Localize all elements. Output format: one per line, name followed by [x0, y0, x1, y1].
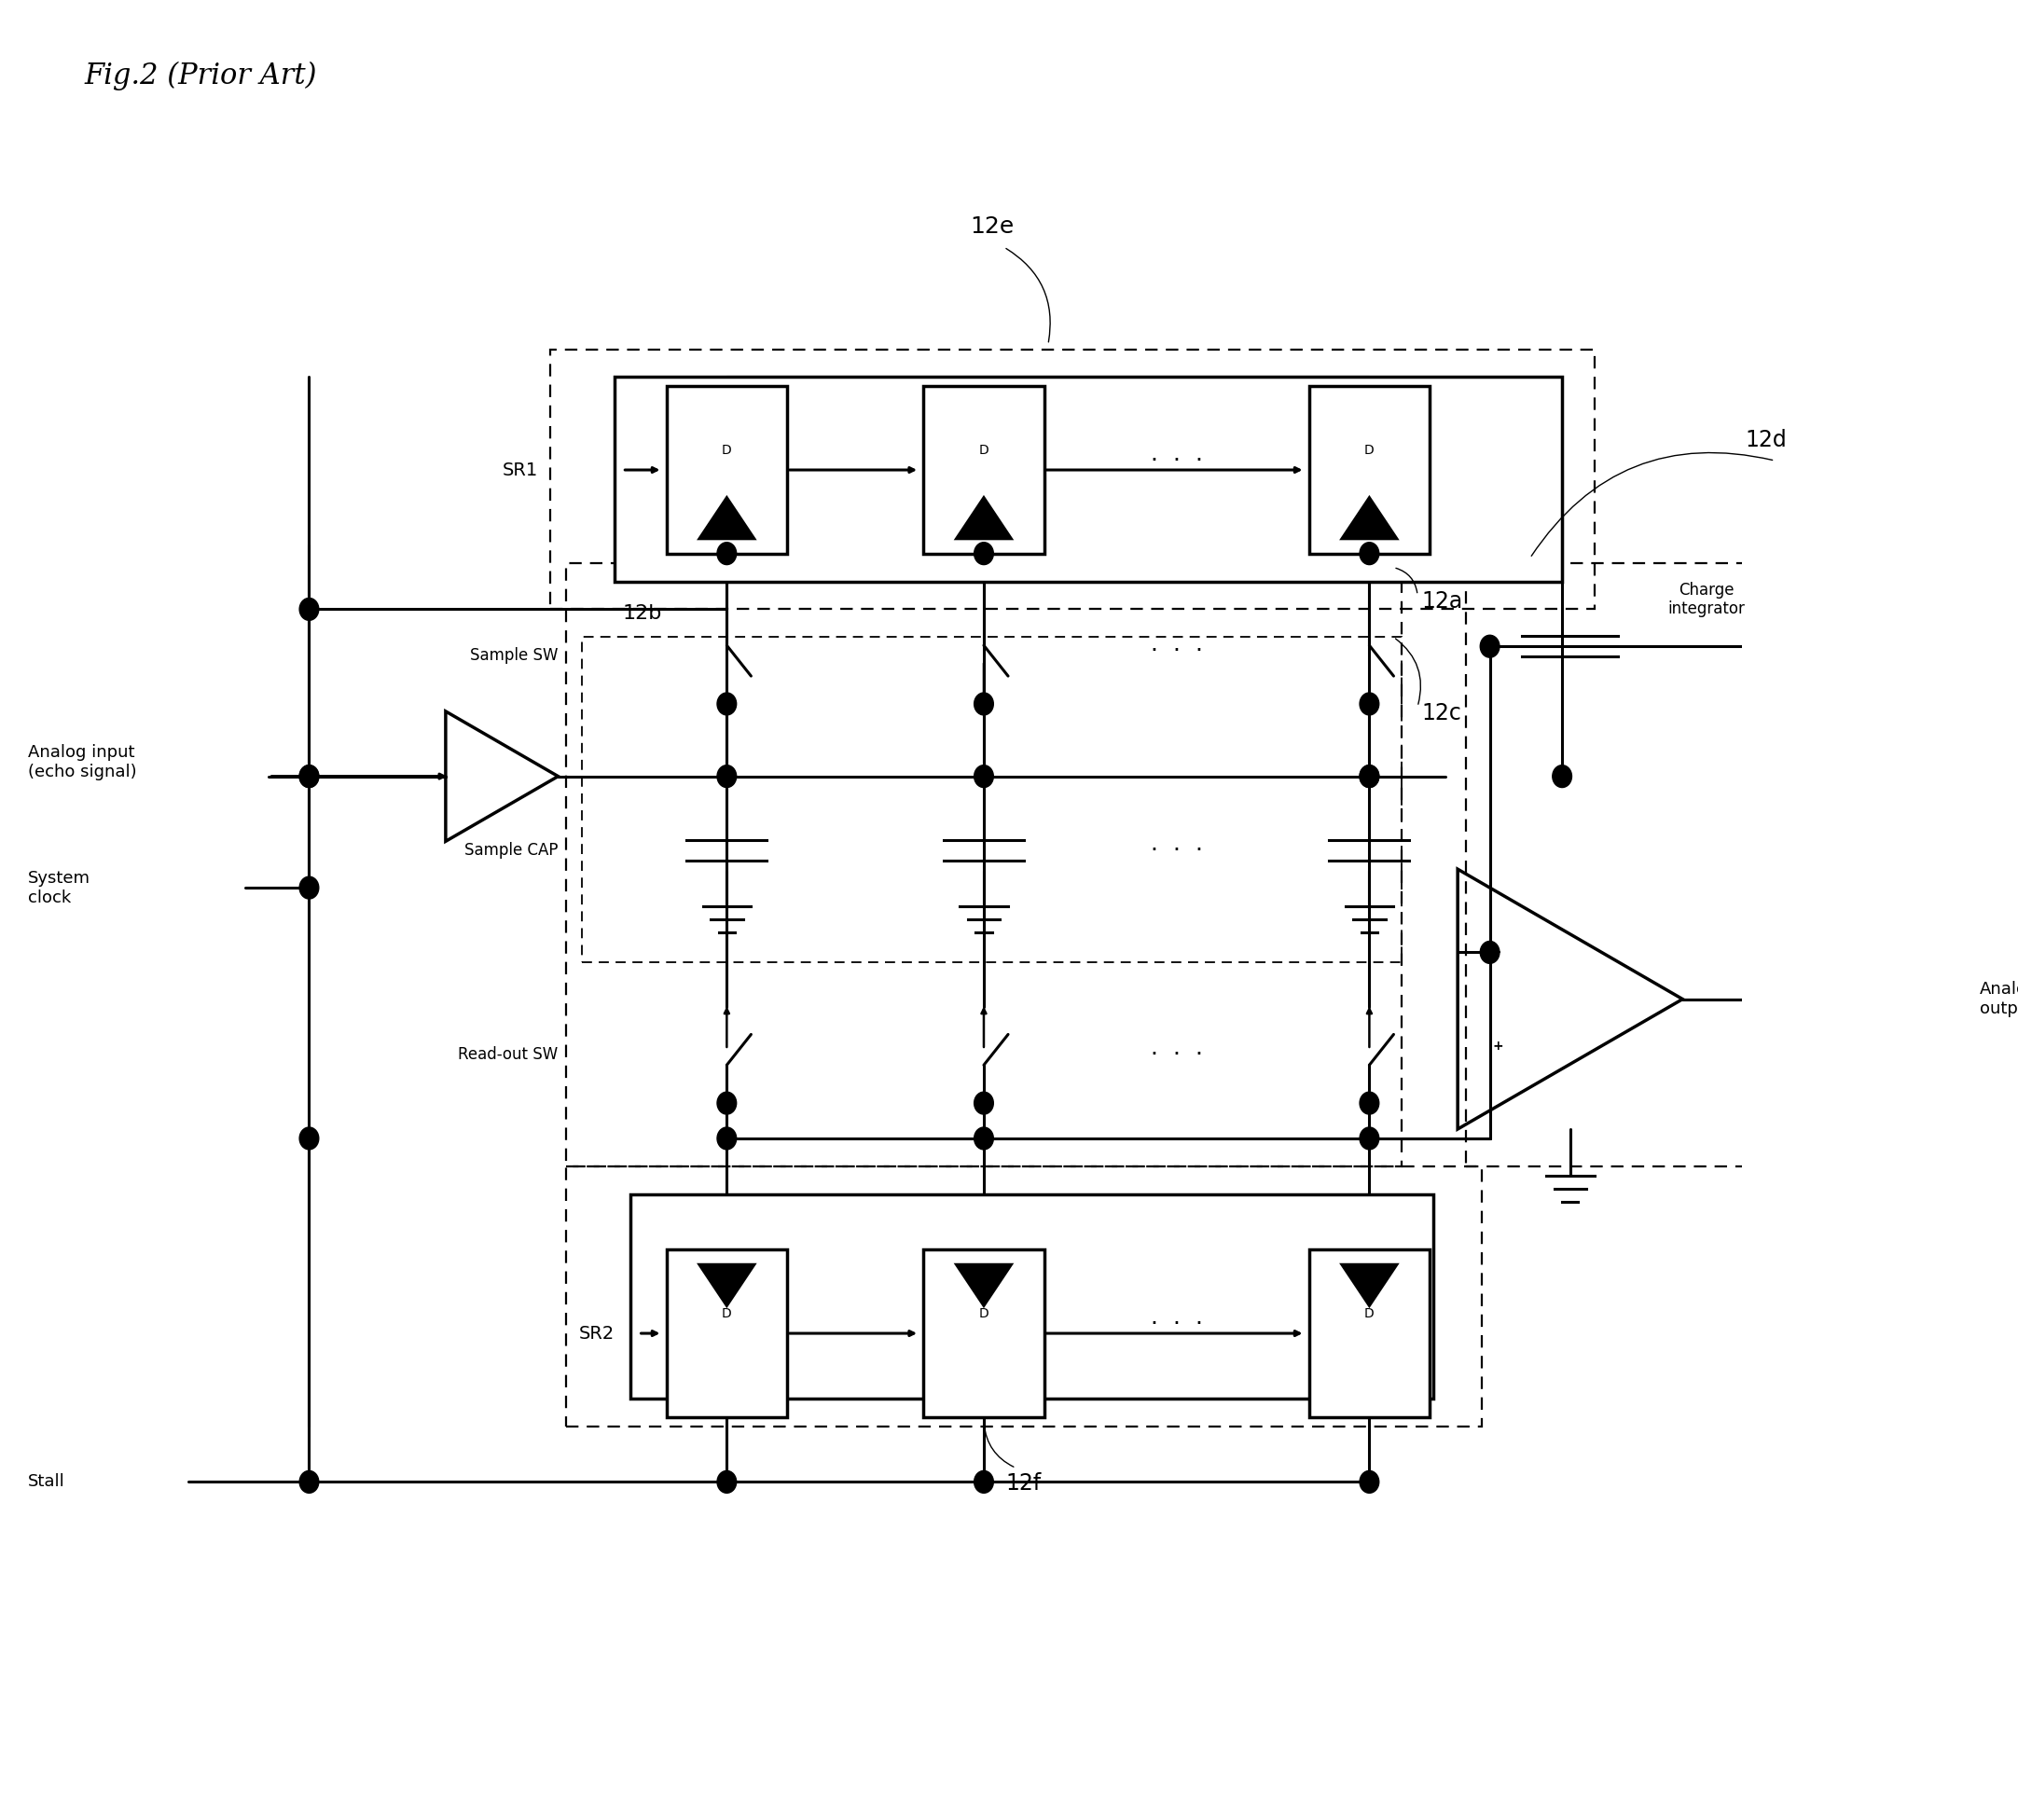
- Circle shape: [716, 693, 737, 715]
- Bar: [1310, 1250, 1429, 1418]
- Text: SR1: SR1: [502, 460, 539, 479]
- Text: 12b: 12b: [622, 604, 662, 622]
- Text: D: D: [1364, 1307, 1374, 1320]
- Circle shape: [299, 764, 319, 788]
- Circle shape: [299, 877, 319, 899]
- Circle shape: [716, 1127, 737, 1150]
- Text: SR2: SR2: [579, 1325, 613, 1341]
- Text: Charge
integrator: Charge integrator: [1669, 581, 1746, 617]
- Circle shape: [1360, 1471, 1378, 1492]
- Text: 12e: 12e: [971, 215, 1013, 238]
- Circle shape: [1479, 941, 1499, 963]
- Circle shape: [1360, 693, 1378, 715]
- Text: -: -: [1495, 946, 1501, 959]
- Bar: [567, 1167, 1481, 1427]
- Text: D: D: [979, 1307, 989, 1320]
- Text: 12a: 12a: [1421, 592, 1463, 613]
- Polygon shape: [955, 1263, 1013, 1309]
- Text: Stall: Stall: [28, 1474, 65, 1491]
- Text: Analog input
(echo signal): Analog input (echo signal): [28, 744, 137, 781]
- Text: Fig.2 (Prior Art): Fig.2 (Prior Art): [85, 62, 317, 91]
- Bar: [613, 377, 1562, 581]
- Circle shape: [1360, 764, 1378, 788]
- Circle shape: [1360, 764, 1378, 788]
- Circle shape: [1360, 1092, 1378, 1114]
- Bar: [551, 349, 1594, 610]
- Text: D: D: [722, 444, 733, 457]
- Bar: [666, 1250, 787, 1418]
- Bar: [1465, 562, 1947, 1167]
- Bar: [924, 1250, 1043, 1418]
- Text: +: +: [1493, 1039, 1503, 1052]
- Polygon shape: [696, 495, 757, 541]
- Circle shape: [975, 693, 993, 715]
- Text: 12c: 12c: [1421, 703, 1461, 724]
- Circle shape: [975, 1092, 993, 1114]
- Circle shape: [299, 599, 319, 621]
- Text: ·  ·  ·: · · ·: [1150, 1312, 1203, 1336]
- Bar: [567, 562, 1400, 1167]
- Circle shape: [975, 1127, 993, 1150]
- Polygon shape: [1340, 1263, 1398, 1309]
- Circle shape: [975, 764, 993, 788]
- Circle shape: [1360, 542, 1378, 564]
- Circle shape: [975, 1471, 993, 1492]
- Bar: [924, 386, 1043, 553]
- Polygon shape: [696, 1263, 757, 1309]
- Circle shape: [299, 764, 319, 788]
- Text: ·  ·  ·: · · ·: [1150, 1043, 1203, 1067]
- Circle shape: [975, 542, 993, 564]
- Text: Sample SW: Sample SW: [470, 648, 559, 664]
- Text: Read-out SW: Read-out SW: [458, 1046, 559, 1063]
- Text: System
clock: System clock: [28, 870, 91, 906]
- Circle shape: [299, 1471, 319, 1492]
- Circle shape: [1552, 764, 1572, 788]
- Bar: [666, 386, 787, 553]
- Circle shape: [299, 1127, 319, 1150]
- Text: Sample CAP: Sample CAP: [464, 843, 559, 859]
- Text: ·  ·  ·: · · ·: [1150, 641, 1203, 662]
- Polygon shape: [955, 495, 1013, 541]
- Bar: [583, 637, 1400, 963]
- Polygon shape: [1340, 495, 1398, 541]
- Text: 12d: 12d: [1746, 430, 1788, 451]
- Text: Analog
output: Analog output: [1980, 981, 2018, 1017]
- Circle shape: [1360, 1127, 1378, 1150]
- Text: D: D: [722, 1307, 733, 1320]
- Circle shape: [716, 764, 737, 788]
- Text: ·  ·  ·: · · ·: [1150, 450, 1203, 471]
- Circle shape: [1479, 635, 1499, 657]
- Circle shape: [716, 1092, 737, 1114]
- Bar: [630, 1194, 1433, 1398]
- Circle shape: [716, 1471, 737, 1492]
- Text: D: D: [1364, 444, 1374, 457]
- Text: 12f: 12f: [1007, 1472, 1041, 1494]
- Circle shape: [716, 542, 737, 564]
- Text: ·  ·  ·: · · ·: [1150, 839, 1203, 863]
- Bar: [1310, 386, 1429, 553]
- Text: D: D: [979, 444, 989, 457]
